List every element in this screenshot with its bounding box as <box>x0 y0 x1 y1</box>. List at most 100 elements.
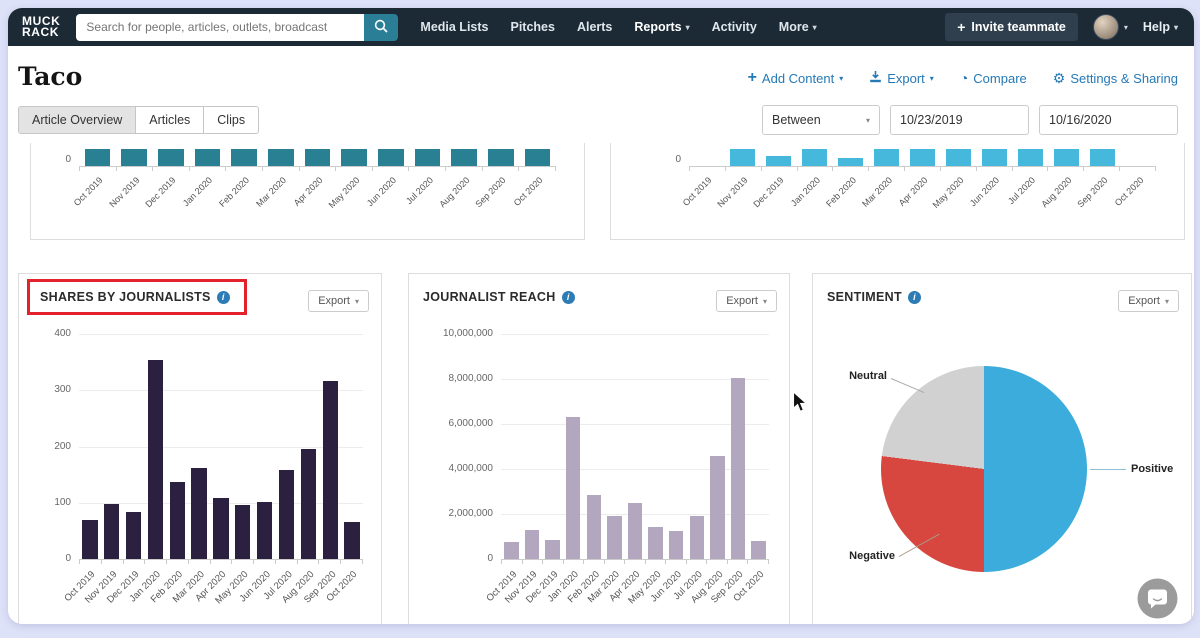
bar-jul-2020[interactable] <box>1017 149 1043 166</box>
bar-apr-2020[interactable] <box>627 503 643 559</box>
bar-jun-2020[interactable] <box>668 531 684 559</box>
bar-jun-2020[interactable] <box>981 149 1007 166</box>
bar-may-2020[interactable] <box>235 505 251 559</box>
export-button[interactable]: Export ▾ <box>1118 290 1179 312</box>
bar-slot <box>79 334 101 559</box>
bar-may-2020[interactable] <box>341 149 367 166</box>
bar-aug-2020[interactable] <box>451 149 478 166</box>
bar-dec-2019[interactable] <box>125 512 142 559</box>
download-icon <box>869 70 882 86</box>
shares-bar-chart: 0 100 200 300 400 Oct 2019 Nov 2019 Dec 2019 Jan… <box>33 326 367 624</box>
help-menu[interactable]: Help ▾ <box>1143 20 1178 34</box>
bar-mar-2020[interactable] <box>191 468 207 559</box>
nav-item-reports[interactable]: Reports ▾ <box>634 20 689 34</box>
x-tick-label-cell: Oct 2020 <box>325 569 363 619</box>
bar-dec-2019[interactable] <box>545 540 560 559</box>
bar-nov-2019[interactable] <box>730 149 756 166</box>
bar-feb-2020[interactable] <box>586 495 601 559</box>
bar-nov-2019[interactable] <box>524 530 540 559</box>
bar-mar-2020[interactable] <box>267 149 294 166</box>
x-tick <box>689 166 725 171</box>
gridline <box>79 390 363 392</box>
bar-mar-2020[interactable] <box>873 149 900 166</box>
chat-launcher-button[interactable] <box>1137 578 1178 619</box>
bar-oct-2019[interactable] <box>82 520 98 559</box>
page-title: Taco <box>18 62 83 91</box>
bar-oct-2020[interactable] <box>524 149 551 166</box>
bar-feb-2020[interactable] <box>169 482 185 559</box>
y-axis-zero-label: 0 <box>65 154 71 165</box>
user-menu[interactable]: ▾ <box>1092 14 1128 40</box>
bar-jun-2020[interactable] <box>378 149 404 166</box>
info-icon[interactable]: i <box>561 290 575 304</box>
bar-oct-2019[interactable] <box>84 149 111 166</box>
chevron-down-icon: ▾ <box>685 22 690 32</box>
action-export[interactable]: Export ▾ <box>869 70 934 86</box>
bar-oct-2019[interactable] <box>504 542 519 559</box>
info-icon[interactable]: i <box>907 290 921 304</box>
end-date-input[interactable] <box>1039 105 1178 135</box>
bar-jul-2020[interactable] <box>689 516 704 559</box>
tab-article-overview[interactable]: Article Overview <box>18 106 137 134</box>
panel-head: SENTIMENT i Export ▾ <box>813 274 1191 312</box>
bar-jan-2020[interactable] <box>802 149 828 166</box>
bar-jul-2020[interactable] <box>414 149 441 166</box>
bar-mar-2020[interactable] <box>607 516 622 559</box>
action-settings-sharing[interactable]: ⚙ Settings & Sharing <box>1053 70 1178 86</box>
bar-aug-2020[interactable] <box>300 449 316 559</box>
bar-jan-2020[interactable] <box>147 360 164 559</box>
x-tick <box>262 166 299 171</box>
bar-may-2020[interactable] <box>945 149 971 166</box>
navbar-right: + Invite teammate ▾ Help ▾ <box>945 13 1178 41</box>
nav-item-more[interactable]: More ▾ <box>779 20 817 34</box>
nav-item-activity[interactable]: Activity <box>712 20 757 34</box>
bar-dec-2019[interactable] <box>157 149 184 166</box>
x-tick-label-cell: Oct 2019 <box>681 175 725 215</box>
pie-chart[interactable] <box>881 366 1087 572</box>
search-input[interactable] <box>76 13 365 41</box>
bar-jun-2020[interactable] <box>257 502 273 559</box>
muckrack-logo[interactable]: MUCK RACK <box>22 14 60 39</box>
nav-item-alerts[interactable]: Alerts <box>577 20 612 34</box>
bar-slot <box>319 334 341 559</box>
info-icon[interactable]: i <box>216 290 230 304</box>
bar-aug-2020[interactable] <box>710 456 725 559</box>
export-button[interactable]: Export ▾ <box>716 290 777 312</box>
nav-item-pitches[interactable]: Pitches <box>510 20 554 34</box>
bar-may-2020[interactable] <box>648 527 663 559</box>
bar-dec-2019[interactable] <box>766 156 792 166</box>
action-compare[interactable]: ◔ Compare <box>960 70 1027 86</box>
bar-apr-2020[interactable] <box>213 498 229 559</box>
bar-apr-2020[interactable] <box>304 149 331 166</box>
x-tick-label-cell: Dec 2019 <box>752 175 797 215</box>
bar-sep-2020[interactable] <box>488 149 514 166</box>
search-button[interactable] <box>364 13 399 41</box>
bar-nov-2019[interactable] <box>104 504 120 559</box>
action-add-content[interactable]: + Add Content ▾ <box>748 70 844 86</box>
invite-teammate-button[interactable]: + Invite teammate <box>945 13 1078 41</box>
bar-sep-2020[interactable] <box>1089 149 1115 166</box>
bar-slot <box>1120 149 1156 166</box>
bar-jan-2020[interactable] <box>194 149 221 166</box>
start-date-input[interactable] <box>890 105 1029 135</box>
date-mode-select[interactable]: Between ▾ <box>762 105 880 135</box>
bar-sep-2020[interactable] <box>322 381 338 559</box>
bar-oct-2020[interactable] <box>344 522 360 559</box>
bar-jan-2020[interactable] <box>565 417 581 559</box>
x-tick-label-cell: Oct 2020 <box>1112 175 1156 215</box>
bar-sep-2020[interactable] <box>730 378 746 559</box>
export-button[interactable]: Export ▾ <box>308 290 369 312</box>
nav-item-media-lists[interactable]: Media Lists <box>420 20 488 34</box>
bar-jul-2020[interactable] <box>278 470 295 559</box>
bar-feb-2020[interactable] <box>838 158 864 166</box>
bar-apr-2020[interactable] <box>909 149 936 166</box>
bar-nov-2019[interactable] <box>121 149 147 166</box>
x-tick-label-cell: Nov 2019 <box>716 175 761 215</box>
tab-clips[interactable]: Clips <box>203 106 260 134</box>
bar-feb-2020[interactable] <box>231 149 257 166</box>
tab-articles[interactable]: Articles <box>135 106 205 134</box>
bar-aug-2020[interactable] <box>1053 149 1079 166</box>
bars-row <box>79 149 556 166</box>
bar-oct-2020[interactable] <box>751 541 766 559</box>
gridline <box>79 334 363 335</box>
